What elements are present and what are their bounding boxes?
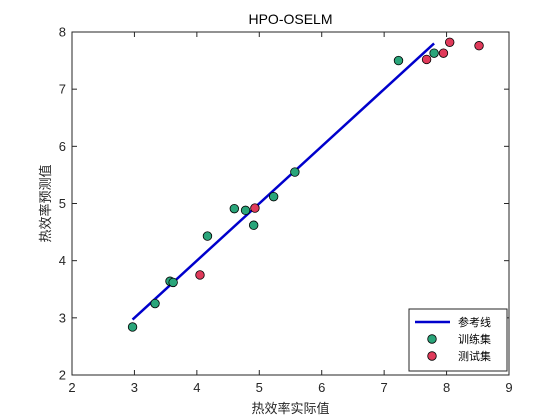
test-point [444, 37, 455, 47]
train-point [150, 298, 160, 309]
legend-swatch-train [427, 334, 437, 344]
y-axis: 2 3 4 5 6 7 8 [59, 25, 509, 383]
x-tick-label: 5 [256, 380, 263, 395]
y-axis-label: 热效率预测值 [38, 164, 54, 242]
train-point [229, 203, 240, 214]
y-tick-label: 8 [59, 25, 66, 40]
train-point [268, 191, 279, 202]
train-point [202, 231, 213, 241]
x-tick-label: 7 [381, 380, 388, 395]
train-point [290, 167, 300, 177]
x-tick-label: 3 [131, 380, 138, 395]
x-tick-label: 6 [318, 380, 325, 395]
x-tick-label: 9 [505, 380, 512, 395]
legend-label-reference: 参考线 [458, 315, 491, 329]
train-point [240, 205, 251, 216]
legend-box [408, 308, 508, 372]
x-tick-label: 2 [68, 380, 75, 395]
reference-line [131, 42, 435, 321]
y-tick-label: 3 [59, 310, 66, 325]
x-axis-label: 热效率实际值 [251, 401, 329, 417]
chart-title: HPO-OSELM [248, 11, 332, 27]
test-point [250, 203, 260, 213]
x-tick-label: 8 [443, 380, 450, 395]
legend: 参考线 训练集 测试集 [408, 308, 508, 372]
train-point [248, 220, 259, 230]
x-tick-label: 4 [193, 380, 200, 395]
train-point [429, 48, 439, 58]
train-point [127, 322, 138, 332]
y-tick-label: 6 [59, 139, 66, 154]
legend-label-train: 训练集 [458, 332, 491, 346]
legend-swatch-test [427, 351, 437, 361]
test-point [421, 54, 432, 65]
y-tick-label: 5 [59, 196, 66, 211]
data-points [127, 37, 484, 332]
y-tick-label: 2 [59, 368, 66, 383]
x-axis: 2 3 4 5 6 7 8 9 [68, 32, 513, 395]
train-point [393, 55, 404, 66]
y-tick-label: 4 [59, 253, 66, 268]
legend-label-test: 测试集 [458, 349, 491, 363]
train-point [168, 277, 178, 288]
test-point [438, 48, 449, 58]
test-point [474, 41, 484, 51]
y-tick-label: 7 [59, 82, 66, 97]
test-point [195, 270, 205, 280]
